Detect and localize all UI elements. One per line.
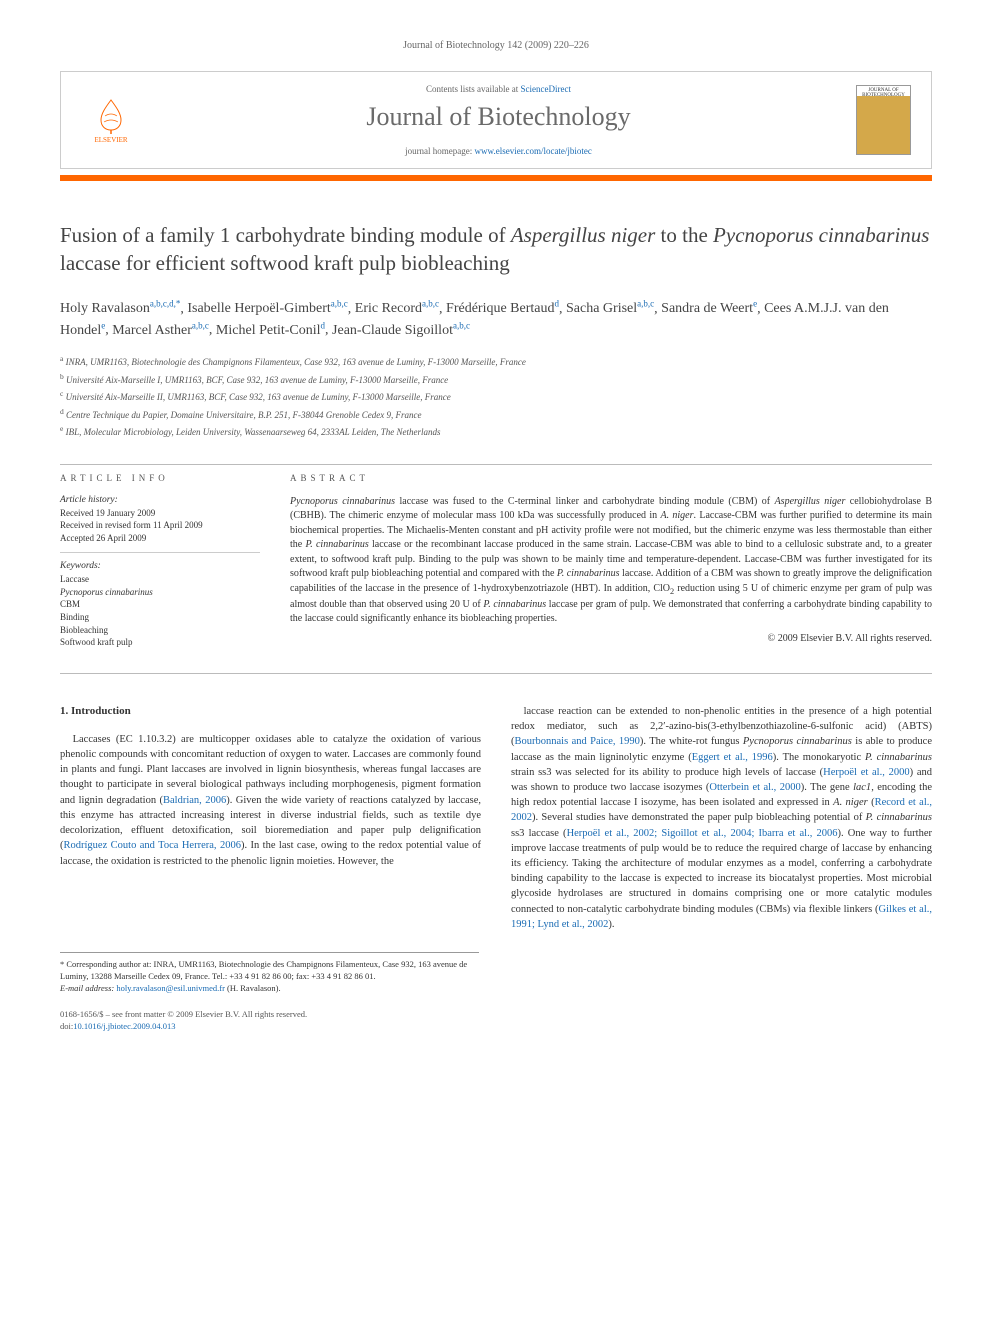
email-line: E-mail address: holy.ravalason@esil.univ… xyxy=(60,983,479,995)
keyword: Laccase xyxy=(60,573,260,586)
keyword: Biobleaching xyxy=(60,624,260,637)
orange-accent-bar xyxy=(60,175,932,181)
author-affiliation-ref[interactable]: d xyxy=(555,299,560,309)
info-abstract-row: ARTICLE INFO Article history: Received 1… xyxy=(60,473,932,665)
title-text-1: Fusion of a family 1 carbohydrate bindin… xyxy=(60,223,511,247)
received-line: Received 19 January 2009 xyxy=(60,507,260,520)
intro-paragraph-col1: Laccases (EC 1.10.3.2) are multicopper o… xyxy=(60,732,481,869)
homepage-prefix: journal homepage: xyxy=(405,146,474,156)
affiliation-line: c Université Aix-Marseille II, UMR1163, … xyxy=(60,388,932,405)
abstract-heading: ABSTRACT xyxy=(290,473,932,483)
email-link[interactable]: holy.ravalason@esil.univmed.fr xyxy=(116,983,225,993)
contents-prefix: Contents lists available at xyxy=(426,84,520,94)
email-suffix: (H. Ravalason). xyxy=(225,983,281,993)
author-affiliation-ref[interactable]: d xyxy=(321,320,326,330)
corresponding-line: * Corresponding author at: INRA, UMR1163… xyxy=(60,959,479,983)
author: Eric Recorda,b,c xyxy=(355,301,439,316)
affiliation-line: a INRA, UMR1163, Biotechnologie des Cham… xyxy=(60,353,932,370)
doi-link[interactable]: 10.1016/j.jbiotec.2009.04.013 xyxy=(73,1021,175,1031)
revised-line: Received in revised form 11 April 2009 xyxy=(60,519,260,532)
contents-available-line: Contents lists available at ScienceDirec… xyxy=(161,84,836,94)
affiliation-line: e IBL, Molecular Microbiology, Leiden Un… xyxy=(60,423,932,440)
article-title: Fusion of a family 1 carbohydrate bindin… xyxy=(60,221,932,278)
intro-paragraph-col2: laccase reaction can be extended to non-… xyxy=(511,704,932,932)
author: Isabelle Herpoël-Gimberta,b,c xyxy=(187,301,347,316)
author: Jean-Claude Sigoillota,b,c xyxy=(332,323,470,338)
homepage-url[interactable]: www.elsevier.com/locate/jbiotec xyxy=(475,146,592,156)
keyword: CBM xyxy=(60,598,260,611)
doi-line: doi:10.1016/j.jbiotec.2009.04.013 xyxy=(60,1021,932,1033)
author-affiliation-ref[interactable]: a,b,c xyxy=(453,320,470,330)
sciencedirect-link[interactable]: ScienceDirect xyxy=(521,84,571,94)
author: Michel Petit-Conild xyxy=(216,323,325,338)
author: Marcel Asthera,b,c xyxy=(112,323,209,338)
body-column-right: laccase reaction can be extended to non-… xyxy=(511,704,932,932)
affiliation-line: d Centre Technique du Papier, Domaine Un… xyxy=(60,406,932,423)
email-label: E-mail address: xyxy=(60,983,116,993)
abstract-text: Pycnoporus cinnabarinus laccase was fuse… xyxy=(290,495,932,627)
keywords-label: Keywords: xyxy=(60,561,260,571)
header-center: Contents lists available at ScienceDirec… xyxy=(141,84,856,156)
body-column-left: 1. Introduction Laccases (EC 1.10.3.2) a… xyxy=(60,704,481,932)
article-history-block: Article history: Received 19 January 200… xyxy=(60,495,260,554)
homepage-line: journal homepage: www.elsevier.com/locat… xyxy=(161,146,836,156)
article-info-heading: ARTICLE INFO xyxy=(60,473,260,483)
author: Holy Ravalasona,b,c,d,* xyxy=(60,301,180,316)
elsevier-tree-icon xyxy=(91,96,131,136)
keyword: Binding xyxy=(60,611,260,624)
cover-label: JOURNAL OF BIOTECHNOLOGY xyxy=(862,88,905,98)
author-affiliation-ref[interactable]: e xyxy=(753,299,757,309)
page-root: Journal of Biotechnology 142 (2009) 220–… xyxy=(0,0,992,1073)
corresponding-author-footnote: * Corresponding author at: INRA, UMR1163… xyxy=(60,952,479,995)
title-text-2: to the xyxy=(655,223,713,247)
elsevier-logo: ELSEVIER xyxy=(81,90,141,150)
accepted-line: Accepted 26 April 2009 xyxy=(60,532,260,545)
affiliation-list: a INRA, UMR1163, Biotechnologie des Cham… xyxy=(60,353,932,440)
affiliation-line: b Université Aix-Marseille I, UMR1163, B… xyxy=(60,371,932,388)
corresponding-label: * Corresponding author at: xyxy=(60,959,153,969)
footer-publication-info: 0168-1656/$ – see front matter © 2009 El… xyxy=(60,1009,932,1033)
author-affiliation-ref[interactable]: a,b,c xyxy=(331,299,348,309)
abstract-column: ABSTRACT Pycnoporus cinnabarinus laccase… xyxy=(290,473,932,665)
article-info-column: ARTICLE INFO Article history: Received 1… xyxy=(60,473,260,665)
divider-top xyxy=(60,464,932,465)
running-head: Journal of Biotechnology 142 (2009) 220–… xyxy=(60,40,932,51)
author: Frédérique Bertaudd xyxy=(446,301,559,316)
divider-bottom xyxy=(60,673,932,674)
author-affiliation-ref[interactable]: a,b,c xyxy=(192,320,209,330)
body-two-column: 1. Introduction Laccases (EC 1.10.3.2) a… xyxy=(60,704,932,932)
doi-prefix: doi: xyxy=(60,1021,73,1031)
abstract-copyright: © 2009 Elsevier B.V. All rights reserved… xyxy=(290,633,932,644)
keyword: Pycnoporus cinnabarinus xyxy=(60,586,260,599)
journal-cover-thumbnail: JOURNAL OF BIOTECHNOLOGY xyxy=(856,85,911,155)
journal-name: Journal of Biotechnology xyxy=(161,102,836,132)
author-affiliation-ref[interactable]: a,b,c xyxy=(422,299,439,309)
journal-header-box: ELSEVIER Contents lists available at Sci… xyxy=(60,71,932,169)
keywords-block: Keywords: LaccasePycnoporus cinnabarinus… xyxy=(60,561,260,657)
author: Sandra de Weerte xyxy=(661,301,757,316)
history-label: Article history: xyxy=(60,495,260,505)
issn-line: 0168-1656/$ – see front matter © 2009 El… xyxy=(60,1009,932,1021)
author-affiliation-ref[interactable]: e xyxy=(101,320,105,330)
author-affiliation-ref[interactable]: a,b,c,d,* xyxy=(150,299,181,309)
keyword: Softwood kraft pulp xyxy=(60,636,260,649)
title-italic-1: Aspergillus niger xyxy=(511,223,655,247)
elsevier-label: ELSEVIER xyxy=(94,136,127,144)
intro-heading: 1. Introduction xyxy=(60,704,481,720)
author: Sacha Grisela,b,c xyxy=(566,301,654,316)
author-affiliation-ref[interactable]: a,b,c xyxy=(637,299,654,309)
author-list: Holy Ravalasona,b,c,d,*, Isabelle Herpoë… xyxy=(60,298,932,341)
title-text-3: laccase for efficient softwood kraft pul… xyxy=(60,251,510,275)
title-italic-2: Pycnoporus cinnabarinus xyxy=(713,223,929,247)
